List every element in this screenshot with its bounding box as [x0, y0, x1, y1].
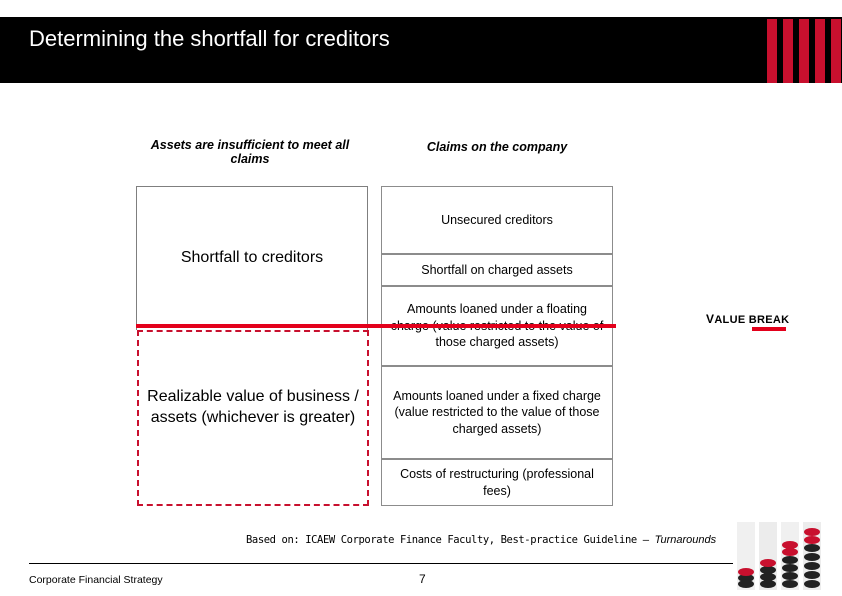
claim-shortfall-charged: Shortfall on charged assets — [381, 254, 613, 286]
assets-heading: Assets are insufficient to meet all clai… — [150, 138, 350, 166]
shortfall-label: Shortfall to creditors — [180, 249, 324, 266]
header-bar — [0, 17, 842, 83]
value-break-label: VALUE BREAK — [706, 312, 789, 326]
value-break-rest: ALUE BREAK — [714, 314, 790, 326]
claim-unsecured: Unsecured creditors — [381, 186, 613, 254]
source-title: Turnarounds — [654, 534, 717, 546]
value-break-first: V — [706, 312, 715, 326]
value-break-line-end — [752, 327, 786, 331]
source-note: Based on: ICAEW Corporate Finance Facult… — [246, 534, 716, 546]
slide-title: Determining the shortfall for creditors — [29, 26, 390, 51]
realizable-value-box — [137, 330, 369, 506]
claim-fixed-charge: Amounts loaned under a fixed charge (val… — [381, 366, 613, 459]
footer-divider — [29, 563, 809, 564]
stacked-chips-icon — [733, 518, 829, 592]
footer-course-name: Corporate Financial Strategy — [29, 574, 163, 586]
realizable-label: Realizable value of business / assets (w… — [147, 388, 359, 426]
claim-floating-charge: Amounts loaned under a floating charge (… — [381, 286, 613, 366]
value-break-line — [136, 324, 616, 328]
shortfall-box — [136, 186, 368, 330]
source-prefix: Based on: ICAEW Corporate Finance Facult… — [246, 534, 655, 546]
red-bars-logo-icon — [765, 19, 842, 83]
claim-restructuring-costs: Costs of restructuring (professional fee… — [381, 459, 613, 506]
claims-heading: Claims on the company — [426, 140, 568, 154]
page-number: 7 — [419, 572, 426, 586]
